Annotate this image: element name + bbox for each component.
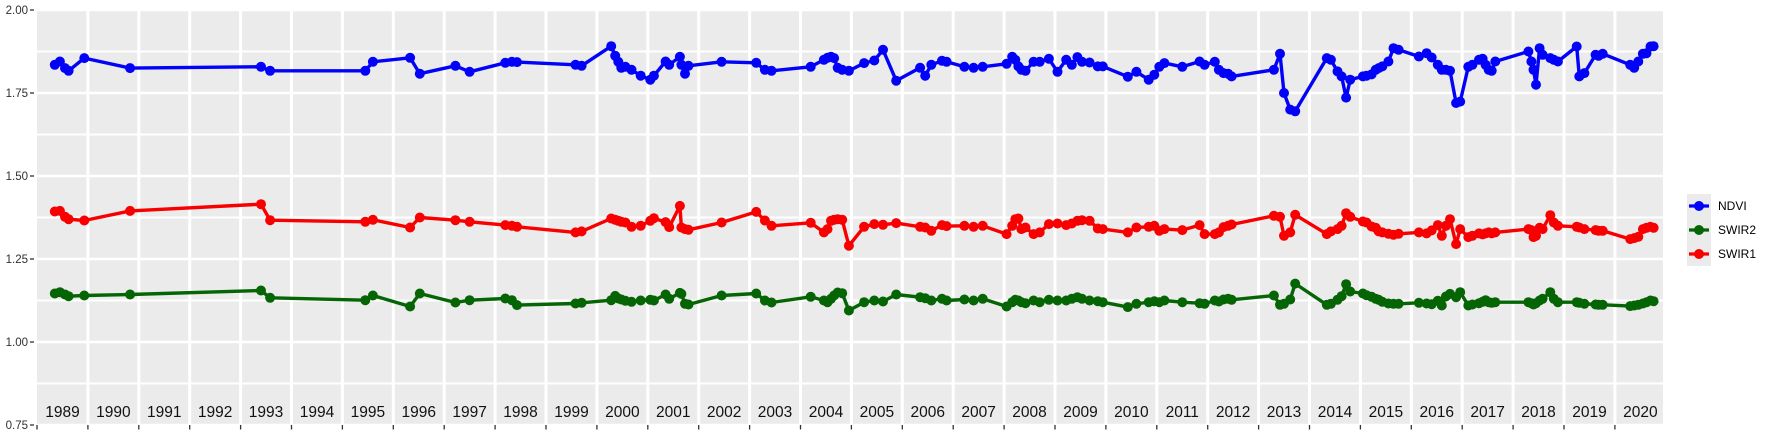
x-tick-label: 2003 — [758, 404, 792, 421]
x-tick-label: 2017 — [1470, 404, 1504, 421]
swir2-key-icon — [1687, 218, 1711, 242]
y-tick-label: 1.50 — [6, 171, 28, 183]
x-tick-label: 2020 — [1623, 404, 1658, 421]
x-tick-label: 2006 — [911, 404, 945, 421]
ndvi-key-icon — [1687, 194, 1711, 218]
x-tick-label: 2019 — [1572, 404, 1606, 421]
x-tick-label: 1999 — [554, 404, 588, 421]
x-tick-label: 1989 — [45, 404, 79, 421]
series-ndvi — [49, 41, 1659, 117]
x-tick-label: 1990 — [96, 404, 131, 421]
x-tick-label: 2018 — [1521, 404, 1555, 421]
x-tick-label: 1994 — [300, 404, 335, 421]
legend-label-ndvi: NDVI — [1718, 199, 1747, 213]
y-axis: 2.00 1.75 1.50 1.25 1.00 0.75 — [6, 5, 34, 432]
x-axis: 1989 1990 1991 1992 1993 1994 1995 1996 1997 1998… — [36, 404, 1658, 430]
x-tick-label: 1996 — [402, 404, 436, 421]
x-tick-label: 2013 — [1267, 404, 1301, 421]
y-tick-label: 1.25 — [6, 254, 28, 266]
y-tick-label: 2.00 — [6, 5, 28, 17]
x-tick-label: 1998 — [503, 404, 537, 421]
x-tick-label: 2002 — [707, 404, 741, 421]
x-tick-label: 1995 — [351, 404, 385, 421]
x-tick-label: 2010 — [1114, 404, 1149, 421]
x-tick-label: 2015 — [1369, 404, 1403, 421]
legend-item-ndvi: NDVI — [1687, 194, 1756, 218]
y-tick-label: 1.75 — [6, 88, 28, 100]
y-tick-label: 0.75 — [6, 420, 28, 432]
x-tick-label: 2001 — [656, 404, 690, 421]
x-tick-label: 2008 — [1012, 404, 1046, 421]
swir1-key-icon — [1687, 242, 1711, 266]
x-tick-label: 1993 — [249, 404, 283, 421]
series-swir2 — [49, 278, 1659, 316]
x-tick-label: 2016 — [1420, 404, 1454, 421]
x-tick-label: 2005 — [860, 404, 894, 421]
legend: NDVI SWIR2 SWIR1 — [1687, 194, 1756, 266]
x-tick-label: 2007 — [961, 404, 995, 421]
series-swir1 — [49, 199, 1659, 251]
legend-item-swir1: SWIR1 — [1687, 242, 1756, 266]
x-tick-label: 2004 — [809, 404, 844, 421]
x-tick-label: 2000 — [605, 404, 640, 421]
x-tick-label: 1992 — [198, 404, 232, 421]
legend-item-swir2: SWIR2 — [1687, 218, 1756, 242]
x-tick-label: 2014 — [1318, 404, 1353, 421]
legend-label-swir2: SWIR2 — [1718, 223, 1757, 237]
x-tick-label: 1997 — [452, 404, 486, 421]
legend-label-swir1: SWIR1 — [1718, 247, 1757, 261]
y-tick-label: 1.00 — [6, 337, 28, 349]
x-tick-label: 1991 — [147, 404, 181, 421]
vertical-gridlines — [86, 9, 1617, 425]
x-tick-label: 2009 — [1063, 404, 1097, 421]
x-tick-label: 2012 — [1216, 404, 1250, 421]
x-tick-label: 2011 — [1166, 404, 1199, 421]
